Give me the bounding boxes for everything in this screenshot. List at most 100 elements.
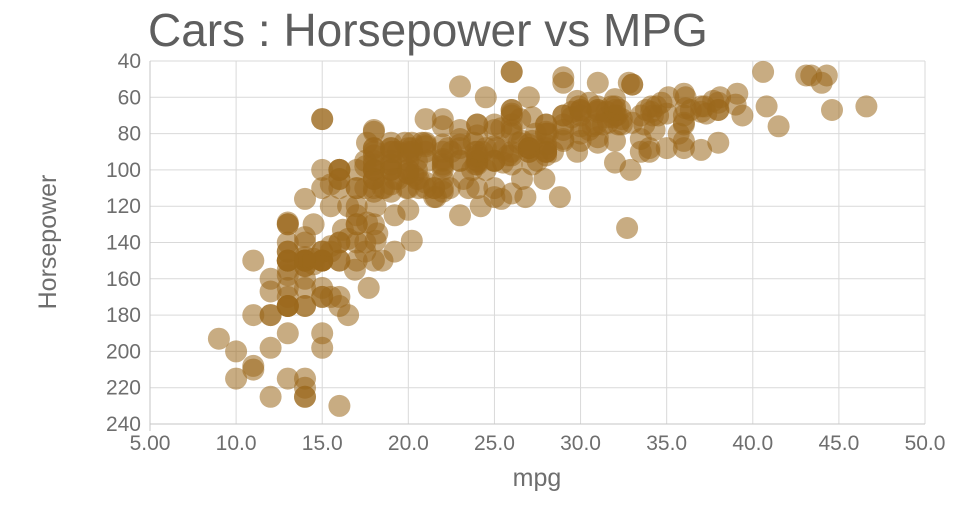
data-point (294, 385, 316, 408)
x-tick-label: 50.0 (905, 432, 946, 455)
data-point (436, 137, 459, 160)
data-point (319, 285, 342, 308)
data-point (552, 129, 575, 152)
data-point (466, 144, 489, 167)
x-tick-label: 40.0 (732, 432, 773, 455)
data-point (514, 186, 537, 209)
data-point (225, 340, 248, 363)
x-tick-label: 20.0 (388, 432, 429, 455)
data-point (810, 71, 833, 94)
data-point (414, 108, 437, 131)
data-point (469, 195, 492, 218)
data-point (343, 258, 366, 281)
data-point (294, 295, 316, 317)
data-point (855, 95, 878, 118)
data-point (567, 95, 590, 118)
data-point (259, 280, 282, 303)
y-axis-tick-labels: 40 60 80 100 120 140 160 180 200 220 240 (106, 50, 141, 436)
data-point (276, 249, 299, 272)
data-point (604, 99, 626, 121)
data-point (356, 131, 378, 154)
y-tick-label: 220 (106, 377, 141, 400)
y-tick-label: 40 (118, 50, 141, 73)
data-point (449, 204, 471, 227)
data-point (259, 385, 282, 408)
x-axis-title: mpg (513, 464, 562, 492)
data-point (604, 129, 626, 152)
data-point (449, 75, 471, 98)
data-point (535, 137, 558, 160)
data-point (383, 204, 406, 227)
data-point (707, 131, 730, 154)
data-point (364, 195, 387, 218)
data-point (294, 276, 316, 299)
data-point (655, 137, 678, 160)
y-tick-label: 140 (106, 232, 141, 255)
data-point (294, 187, 316, 210)
data-point (604, 151, 626, 174)
data-point (517, 86, 540, 109)
y-tick-label: 80 (118, 123, 141, 146)
data-point (533, 168, 556, 190)
data-point (586, 126, 609, 149)
data-point (431, 115, 454, 138)
y-tick-label: 180 (106, 304, 141, 327)
data-point (337, 227, 360, 250)
chart-title: Cars : Horsepower vs MPG (148, 4, 708, 56)
data-point (690, 138, 713, 161)
data-point (328, 394, 351, 417)
data-point (371, 249, 394, 272)
data-point (535, 120, 558, 143)
data-point (724, 93, 747, 116)
y-tick-label: 100 (106, 159, 141, 182)
data-point (302, 213, 325, 236)
data-point (276, 213, 299, 236)
data-point (617, 71, 640, 94)
data-point (319, 195, 342, 218)
x-tick-label: 5.00 (130, 432, 171, 455)
data-point (500, 144, 523, 167)
x-tick-label: 30.0 (560, 432, 601, 455)
data-point (373, 177, 396, 200)
y-tick-label: 200 (106, 340, 141, 363)
data-point (767, 115, 790, 138)
data-point (400, 229, 423, 252)
data-point (517, 133, 540, 156)
data-point (431, 180, 454, 203)
y-tick-label: 120 (106, 195, 141, 218)
y-tick-label: 160 (106, 268, 141, 291)
data-point (483, 177, 506, 200)
data-point (242, 304, 265, 327)
data-point (645, 95, 668, 118)
axis-lines (149, 61, 925, 431)
data-point (638, 140, 661, 163)
x-tick-label: 15.0 (302, 432, 343, 455)
data-point (225, 367, 248, 390)
data-point (672, 129, 695, 152)
data-point (511, 168, 533, 190)
data-point (259, 336, 282, 359)
data-point (821, 99, 843, 121)
data-point (366, 222, 389, 245)
data-point (407, 177, 430, 200)
y-tick-label: 240 (106, 413, 141, 436)
data-point (457, 177, 480, 200)
data-point (569, 129, 592, 152)
data-point (354, 155, 377, 178)
data-point (276, 285, 299, 308)
x-tick-label: 45.0 (818, 432, 859, 455)
y-tick-label: 60 (118, 86, 141, 109)
x-axis-tick-labels: 5.00 10.0 15.0 20.0 25.0 30.0 35.0 40.0 45.0 50.0 (130, 432, 946, 455)
data-point (302, 247, 325, 270)
data-point (521, 106, 544, 129)
data-point (400, 137, 423, 160)
data-point (357, 276, 380, 299)
data-point (345, 177, 368, 200)
data-point (276, 322, 299, 345)
data-point (381, 140, 404, 163)
data-point (586, 71, 609, 94)
data-point (319, 235, 342, 258)
data-point (242, 354, 265, 377)
